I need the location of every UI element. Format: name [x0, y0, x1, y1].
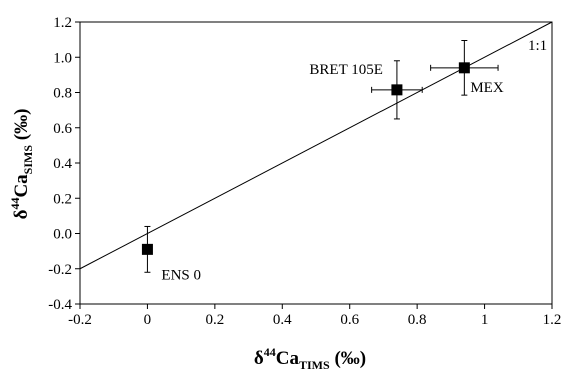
- data-point: BRET 105E: [309, 60, 423, 120]
- data-points: ENS 0 BRET 105E MEX: [141, 40, 504, 283]
- y-tick-label: 0.6: [53, 121, 72, 137]
- y-axis-title: δ44CaSIMS (‰): [8, 109, 35, 220]
- x-tick-label: 0.8: [408, 312, 427, 328]
- x-axis-title-base: Ca: [276, 348, 300, 369]
- x-tick-label: 0: [144, 312, 152, 328]
- y-tick-label: 0.8: [53, 86, 72, 102]
- y-axis-title-sup: 44: [8, 198, 22, 210]
- point-marker: [391, 84, 403, 96]
- point-label: MEX: [470, 80, 504, 96]
- y-axis: -0.4 -0.2 0.0 0.2 0.4 0.6 0.8 1.0 1.2: [48, 15, 80, 313]
- y-tick-label: 0.2: [53, 191, 72, 207]
- y-tick-label: 0.4: [53, 156, 72, 172]
- x-axis-title-suffix: (‰): [330, 348, 366, 369]
- x-tick-label: 0.2: [205, 312, 224, 328]
- y-tick-label: -0.4: [48, 297, 72, 313]
- y-tick-label: 1.0: [53, 50, 72, 66]
- x-tick-label: 0.6: [340, 312, 359, 328]
- point-label: ENS 0: [161, 267, 201, 283]
- y-axis-title-sub: SIMS: [21, 145, 35, 175]
- point-label: BRET 105E: [309, 62, 382, 78]
- y-tick-label: 0.0: [53, 227, 72, 243]
- x-axis-title-sup: 44: [264, 345, 276, 359]
- x-axis-title-prefix: δ: [254, 348, 264, 369]
- x-axis-title-sub: TIMS: [299, 358, 330, 371]
- x-axis: -0.2 0 0.2 0.4 0.6 0.8 1 1.2: [68, 304, 561, 328]
- data-point: MEX: [430, 40, 504, 96]
- y-axis-title-base: Ca: [11, 174, 32, 198]
- one-to-one-line: [79, 21, 553, 270]
- point-marker: [141, 243, 153, 255]
- point-marker: [458, 62, 470, 74]
- x-axis-title: δ44CaTIMS (‰): [254, 345, 366, 371]
- x-tick-label: 1.2: [543, 312, 562, 328]
- data-point: ENS 0: [141, 225, 201, 283]
- one-to-one-label: 1:1: [528, 38, 547, 54]
- y-tick-label: -0.2: [48, 262, 72, 278]
- y-axis-title-prefix: δ: [11, 209, 32, 219]
- x-tick-label: -0.2: [68, 312, 92, 328]
- x-tick-label: 0.4: [273, 312, 292, 328]
- x-tick-label: 1: [481, 312, 489, 328]
- y-axis-title-suffix: (‰): [11, 109, 32, 145]
- y-tick-label: 1.2: [53, 15, 72, 31]
